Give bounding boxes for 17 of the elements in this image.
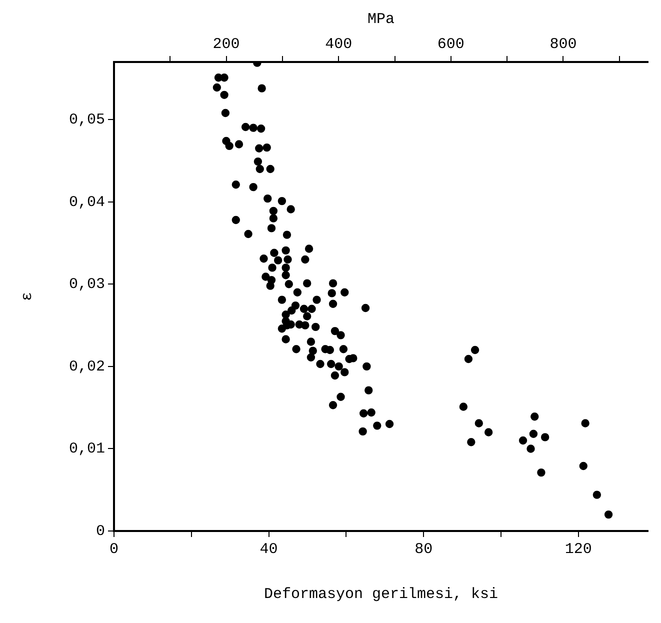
y-tick-label: 0,02 — [68, 358, 106, 376]
x-tick-label: 0 — [110, 540, 119, 558]
x-tick-label: 40 — [260, 540, 278, 558]
x2-tick-label: 400 — [325, 36, 352, 53]
y-axis-title: ε — [18, 292, 36, 302]
x2-tick-label: 200 — [212, 36, 240, 53]
y-tick-label: 0,03 — [68, 276, 106, 294]
x2-axis-title: MPa — [367, 10, 395, 28]
y-tick-label: 0,04 — [68, 194, 106, 211]
x-tick-label: 120 — [564, 540, 592, 558]
x-tick-label: 80 — [414, 540, 433, 558]
y-tick-label: 0,05 — [68, 112, 106, 129]
y-tick-label: 0,01 — [68, 440, 106, 458]
x-axis-title: Deformasyon gerilmesi, ksi — [264, 586, 498, 603]
x2-tick-label: 800 — [550, 36, 577, 53]
y-tick-label: 0 — [96, 522, 106, 540]
x2-tick-label: 600 — [437, 36, 464, 53]
